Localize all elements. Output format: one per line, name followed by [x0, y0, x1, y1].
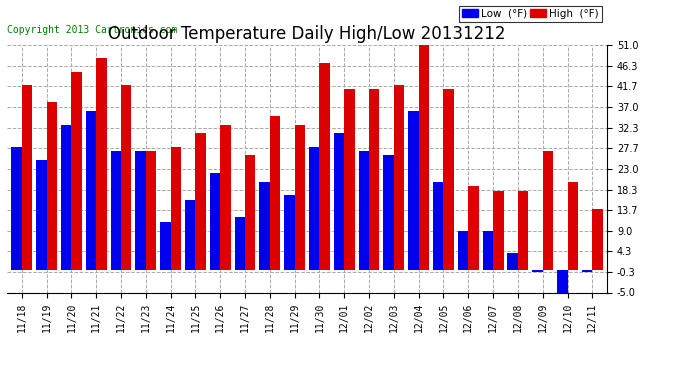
Bar: [419, 45, 429, 270]
Bar: [483, 231, 493, 270]
Legend: Low  (°F), High  (°F): Low (°F), High (°F): [460, 6, 602, 22]
Bar: [146, 151, 156, 270]
Bar: [170, 147, 181, 270]
Bar: [557, 270, 567, 292]
Bar: [47, 102, 57, 270]
Bar: [518, 191, 529, 270]
Bar: [344, 89, 355, 270]
Bar: [284, 195, 295, 270]
Bar: [61, 124, 71, 270]
Bar: [210, 173, 220, 270]
Bar: [36, 160, 47, 270]
Bar: [71, 72, 82, 270]
Bar: [384, 156, 394, 270]
Bar: [110, 151, 121, 270]
Bar: [220, 124, 230, 270]
Bar: [469, 186, 479, 270]
Bar: [185, 200, 195, 270]
Bar: [582, 270, 592, 272]
Bar: [319, 63, 330, 270]
Bar: [543, 151, 553, 270]
Bar: [160, 222, 170, 270]
Bar: [295, 124, 305, 270]
Bar: [195, 134, 206, 270]
Bar: [458, 231, 469, 270]
Bar: [592, 209, 603, 270]
Bar: [532, 270, 543, 272]
Bar: [259, 182, 270, 270]
Title: Outdoor Temperature Daily High/Low 20131212: Outdoor Temperature Daily High/Low 20131…: [108, 26, 506, 44]
Bar: [309, 147, 319, 270]
Bar: [235, 217, 245, 270]
Bar: [369, 89, 380, 270]
Bar: [567, 182, 578, 270]
Bar: [359, 151, 369, 270]
Bar: [334, 134, 344, 270]
Text: Copyright 2013 Cartronics.com: Copyright 2013 Cartronics.com: [7, 25, 177, 35]
Bar: [507, 253, 518, 270]
Bar: [493, 191, 504, 270]
Bar: [22, 85, 32, 270]
Bar: [270, 116, 280, 270]
Bar: [394, 85, 404, 270]
Bar: [11, 147, 22, 270]
Bar: [86, 111, 96, 270]
Bar: [96, 58, 107, 270]
Bar: [433, 182, 444, 270]
Bar: [408, 111, 419, 270]
Bar: [135, 151, 146, 270]
Bar: [121, 85, 131, 270]
Bar: [245, 156, 255, 270]
Bar: [444, 89, 454, 270]
